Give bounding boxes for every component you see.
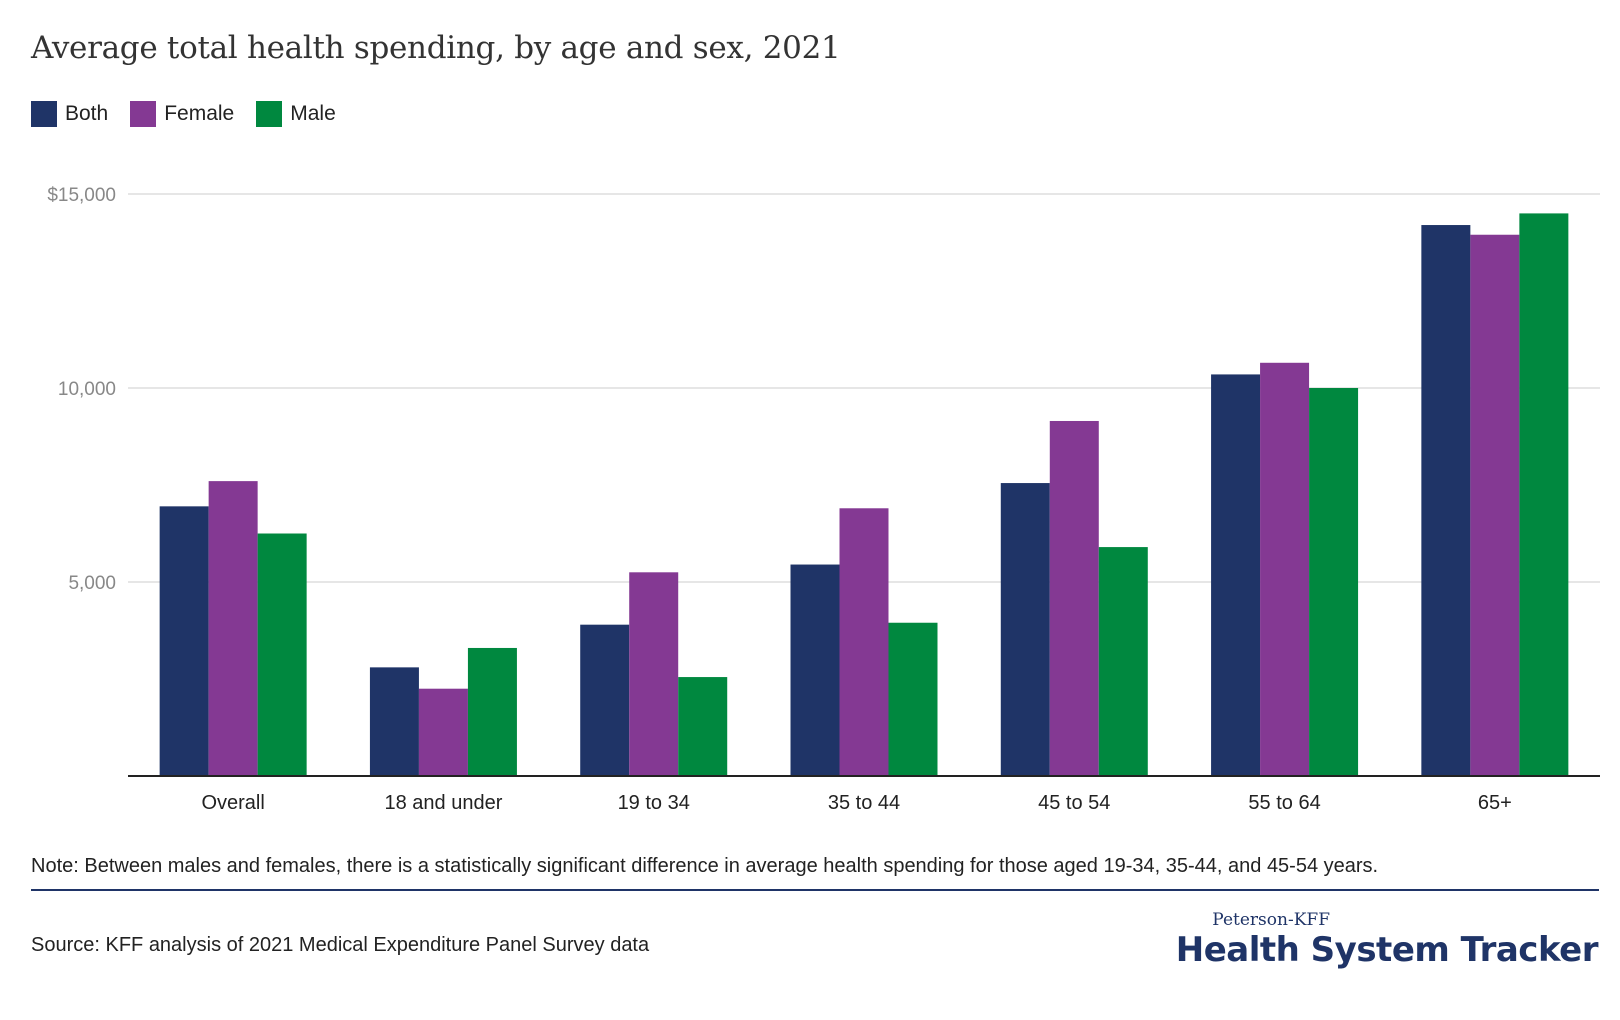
bar-both — [369, 667, 419, 776]
x-tick-label: 19 to 34 — [618, 792, 690, 814]
legend-item-male: Male — [256, 101, 336, 127]
chart-note: Note: Between males and females, there i… — [31, 855, 1379, 877]
y-tick-label: 5,000 — [68, 573, 116, 594]
bar-both — [1421, 225, 1471, 777]
bar-male — [467, 647, 517, 776]
bar-both — [1211, 374, 1261, 776]
x-tick-label: 35 to 44 — [828, 792, 900, 814]
x-tick-label: Overall — [201, 792, 264, 814]
bar-male — [1098, 547, 1148, 776]
bar-both — [1000, 483, 1050, 776]
legend-label-male: Male — [290, 102, 336, 125]
bar-chart: 5,000 10,000 $15,000 Overall 18 and under 19 … — [47, 185, 1600, 814]
divider — [31, 889, 1599, 891]
x-tick-label: 18 and under — [384, 792, 502, 814]
legend-swatch-female — [130, 101, 157, 127]
bar-female — [1260, 362, 1310, 776]
legend: Both Female Male — [31, 101, 358, 127]
legend-item-female: Female — [130, 101, 234, 127]
bar-both — [580, 624, 630, 776]
y-tick-label: $15,000 — [47, 185, 116, 206]
bar-female — [629, 572, 679, 776]
bar-female — [1049, 420, 1099, 776]
legend-swatch-male — [256, 101, 283, 127]
bar-both — [159, 506, 209, 776]
bar-female — [1470, 234, 1520, 777]
x-tick-label: 55 to 64 — [1248, 792, 1320, 814]
legend-swatch-both — [31, 101, 57, 127]
bar-female — [418, 688, 468, 776]
brand-logo-main: Health System Tracker — [1175, 930, 1599, 970]
bar-female — [839, 508, 889, 776]
bar-both — [790, 564, 840, 776]
chart-source: Source: KFF analysis of 2021 Medical Exp… — [31, 934, 650, 956]
bar-male — [888, 622, 938, 776]
legend-label-female: Female — [164, 102, 235, 125]
x-tick-label: 45 to 54 — [1038, 792, 1110, 814]
x-tick-label: 65+ — [1478, 792, 1512, 814]
chart-title: Average total health spending, by age an… — [31, 30, 841, 66]
y-tick-label: 10,000 — [58, 379, 116, 400]
brand-logo-top: Peterson-KFF — [1212, 910, 1330, 930]
bar-male — [1519, 213, 1569, 776]
bar-female — [208, 481, 258, 776]
bar-male — [1309, 388, 1359, 776]
bar-male — [257, 533, 307, 776]
bar-male — [678, 677, 728, 776]
legend-item-both: Both — [31, 101, 108, 127]
legend-label-both: Both — [65, 102, 109, 125]
